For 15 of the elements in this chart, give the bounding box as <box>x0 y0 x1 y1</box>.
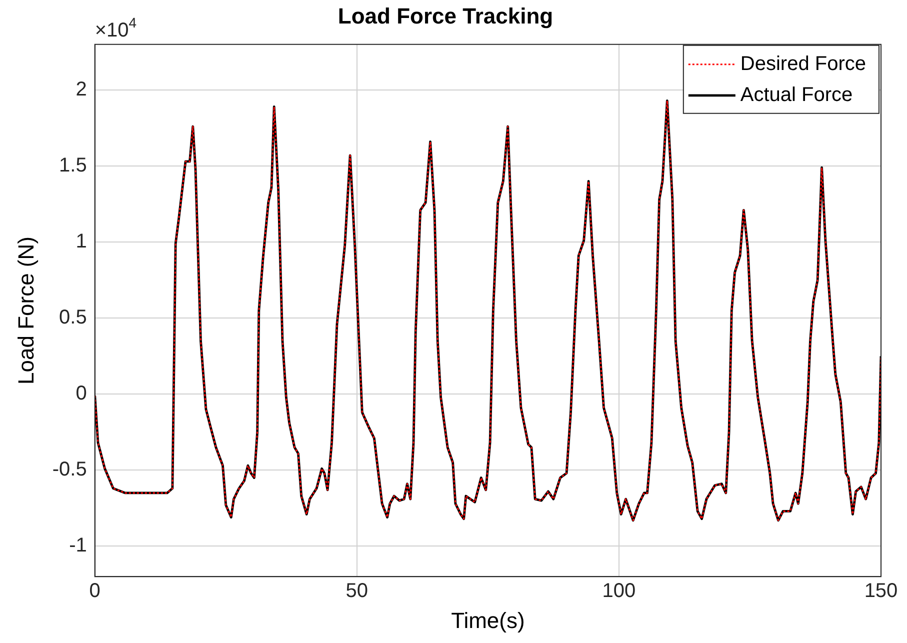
y-tick-label: -0.5 <box>52 458 87 481</box>
x-tick-label: 50 <box>346 580 368 602</box>
y-tick-label: 1.5 <box>59 154 87 177</box>
y-tick-label: 2 <box>76 78 87 101</box>
x-tick-label: 100 <box>602 580 636 602</box>
legend-label: Desired Force <box>740 52 866 75</box>
x-axis-title: Time(s) <box>451 608 525 633</box>
y-tick-label: -1 <box>69 534 87 557</box>
y-tick-label: 0.5 <box>59 306 87 329</box>
chart-title: Load Force Tracking <box>338 3 554 28</box>
legend-label: Actual Force <box>740 84 853 106</box>
y-tick-label: 0 <box>76 382 87 405</box>
y-axis-title: Load Force (N) <box>13 236 38 384</box>
y-tick-label: 1 <box>76 230 87 253</box>
x-tick-label: 150 <box>864 580 898 602</box>
